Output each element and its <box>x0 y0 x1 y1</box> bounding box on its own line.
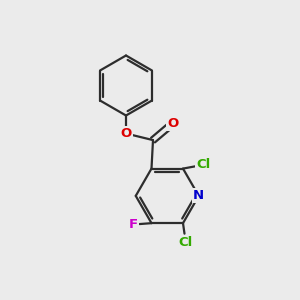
Text: O: O <box>120 127 132 140</box>
Text: Cl: Cl <box>196 158 211 172</box>
Text: Cl: Cl <box>178 236 193 249</box>
Text: O: O <box>167 117 178 130</box>
Text: F: F <box>128 218 137 231</box>
Text: N: N <box>193 189 204 203</box>
